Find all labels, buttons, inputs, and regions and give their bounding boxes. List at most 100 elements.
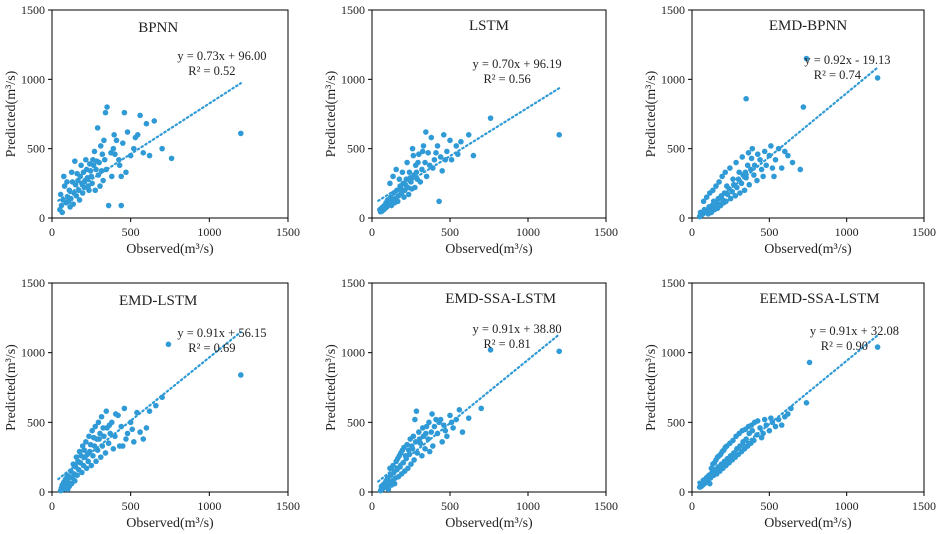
data-point bbox=[757, 156, 763, 163]
data-point bbox=[412, 439, 419, 445]
data-point bbox=[94, 125, 101, 131]
y-tick-label: 1500 bbox=[661, 3, 685, 17]
r-squared: R² = 0.81 bbox=[483, 337, 530, 351]
y-tick-label: 500 bbox=[27, 142, 45, 156]
data-point bbox=[448, 419, 455, 426]
data-point bbox=[140, 150, 147, 156]
data-point bbox=[739, 154, 746, 160]
data-point bbox=[151, 118, 158, 124]
data-point bbox=[400, 459, 407, 466]
data-point bbox=[238, 130, 244, 137]
data-point bbox=[746, 430, 753, 437]
data-point bbox=[105, 202, 112, 209]
data-point bbox=[803, 55, 810, 62]
data-point bbox=[97, 430, 103, 437]
data-point bbox=[465, 132, 472, 138]
data-point bbox=[121, 109, 128, 116]
panel-title: EMD-LSTM bbox=[119, 293, 197, 309]
data-point bbox=[434, 143, 441, 149]
data-point bbox=[716, 179, 722, 185]
data-point bbox=[724, 183, 730, 189]
data-point bbox=[429, 411, 435, 417]
data-point bbox=[73, 193, 80, 199]
data-point bbox=[407, 174, 414, 181]
data-point bbox=[61, 183, 68, 189]
data-point bbox=[437, 154, 444, 160]
y-tick-label: 1000 bbox=[21, 346, 45, 360]
data-point bbox=[123, 436, 129, 442]
y-tick-label: 0 bbox=[359, 485, 365, 499]
x-tick-label: 1500 bbox=[276, 499, 300, 513]
data-point bbox=[398, 186, 404, 192]
data-point bbox=[90, 162, 97, 169]
data-point bbox=[426, 162, 433, 169]
data-point bbox=[785, 411, 791, 417]
data-point bbox=[406, 169, 413, 176]
data-point bbox=[116, 443, 123, 449]
data-point bbox=[459, 429, 466, 435]
y-axis-label: Predicted(m³/s) bbox=[4, 70, 19, 157]
y-tick-label: 500 bbox=[347, 415, 365, 429]
data-point bbox=[84, 174, 91, 181]
x-axis-label: Observed(m³/s) bbox=[445, 242, 533, 257]
data-point bbox=[735, 176, 742, 182]
y-tick-label: 1000 bbox=[21, 72, 45, 86]
data-point bbox=[79, 190, 86, 196]
data-point bbox=[434, 430, 441, 437]
panel-eemd-ssa-lstm: 0 500 1000 1500 0 500 1000 1500 Observed(m³/s) Pr… bbox=[644, 276, 936, 531]
data-point bbox=[748, 155, 755, 162]
data-point bbox=[74, 170, 80, 177]
data-point bbox=[413, 169, 420, 176]
data-point bbox=[775, 145, 782, 152]
data-point bbox=[746, 181, 753, 188]
x-tick-label: 0 bbox=[49, 499, 55, 513]
data-point bbox=[137, 429, 143, 435]
trendline bbox=[377, 333, 561, 483]
data-point bbox=[754, 151, 761, 158]
data-point bbox=[99, 151, 106, 158]
data-point bbox=[419, 425, 426, 431]
y-tick-label: 500 bbox=[347, 142, 365, 156]
data-point bbox=[772, 423, 779, 430]
data-point bbox=[391, 190, 397, 196]
data-point bbox=[98, 413, 105, 420]
data-point bbox=[86, 187, 92, 194]
data-point bbox=[696, 213, 703, 220]
data-point bbox=[737, 190, 743, 196]
data-point bbox=[803, 400, 810, 406]
data-point bbox=[399, 169, 406, 176]
data-point bbox=[69, 179, 76, 185]
data-point bbox=[87, 168, 94, 174]
data-point bbox=[444, 148, 450, 155]
data-point bbox=[394, 198, 401, 205]
data-point bbox=[706, 480, 713, 487]
data-point bbox=[99, 443, 106, 449]
data-point bbox=[436, 419, 442, 426]
data-point bbox=[431, 423, 438, 430]
data-point bbox=[741, 187, 748, 194]
data-point bbox=[423, 129, 429, 135]
data-point bbox=[134, 409, 140, 416]
data-point bbox=[95, 172, 102, 178]
data-point bbox=[749, 145, 756, 152]
data-point bbox=[127, 152, 134, 159]
y-tick-label: 0 bbox=[39, 485, 45, 499]
data-point bbox=[742, 169, 749, 176]
data-point bbox=[65, 198, 72, 205]
data-point bbox=[404, 441, 410, 448]
data-point bbox=[710, 187, 716, 194]
y-tick-label: 1000 bbox=[341, 346, 365, 360]
data-point bbox=[754, 418, 761, 424]
data-point bbox=[111, 132, 117, 138]
data-point bbox=[738, 180, 745, 187]
data-point bbox=[93, 166, 99, 173]
data-point bbox=[733, 159, 739, 166]
panel-emd-bpnn: 0 500 1000 1500 0 500 1000 1500 Observed(m³/s) Pr… bbox=[644, 3, 936, 257]
y-tick-label: 0 bbox=[679, 485, 685, 499]
data-point bbox=[396, 176, 403, 182]
data-point bbox=[740, 439, 746, 445]
data-point bbox=[417, 179, 424, 185]
data-point bbox=[423, 430, 429, 437]
data-point bbox=[78, 452, 84, 459]
x-tick-label: 500 bbox=[760, 225, 778, 239]
